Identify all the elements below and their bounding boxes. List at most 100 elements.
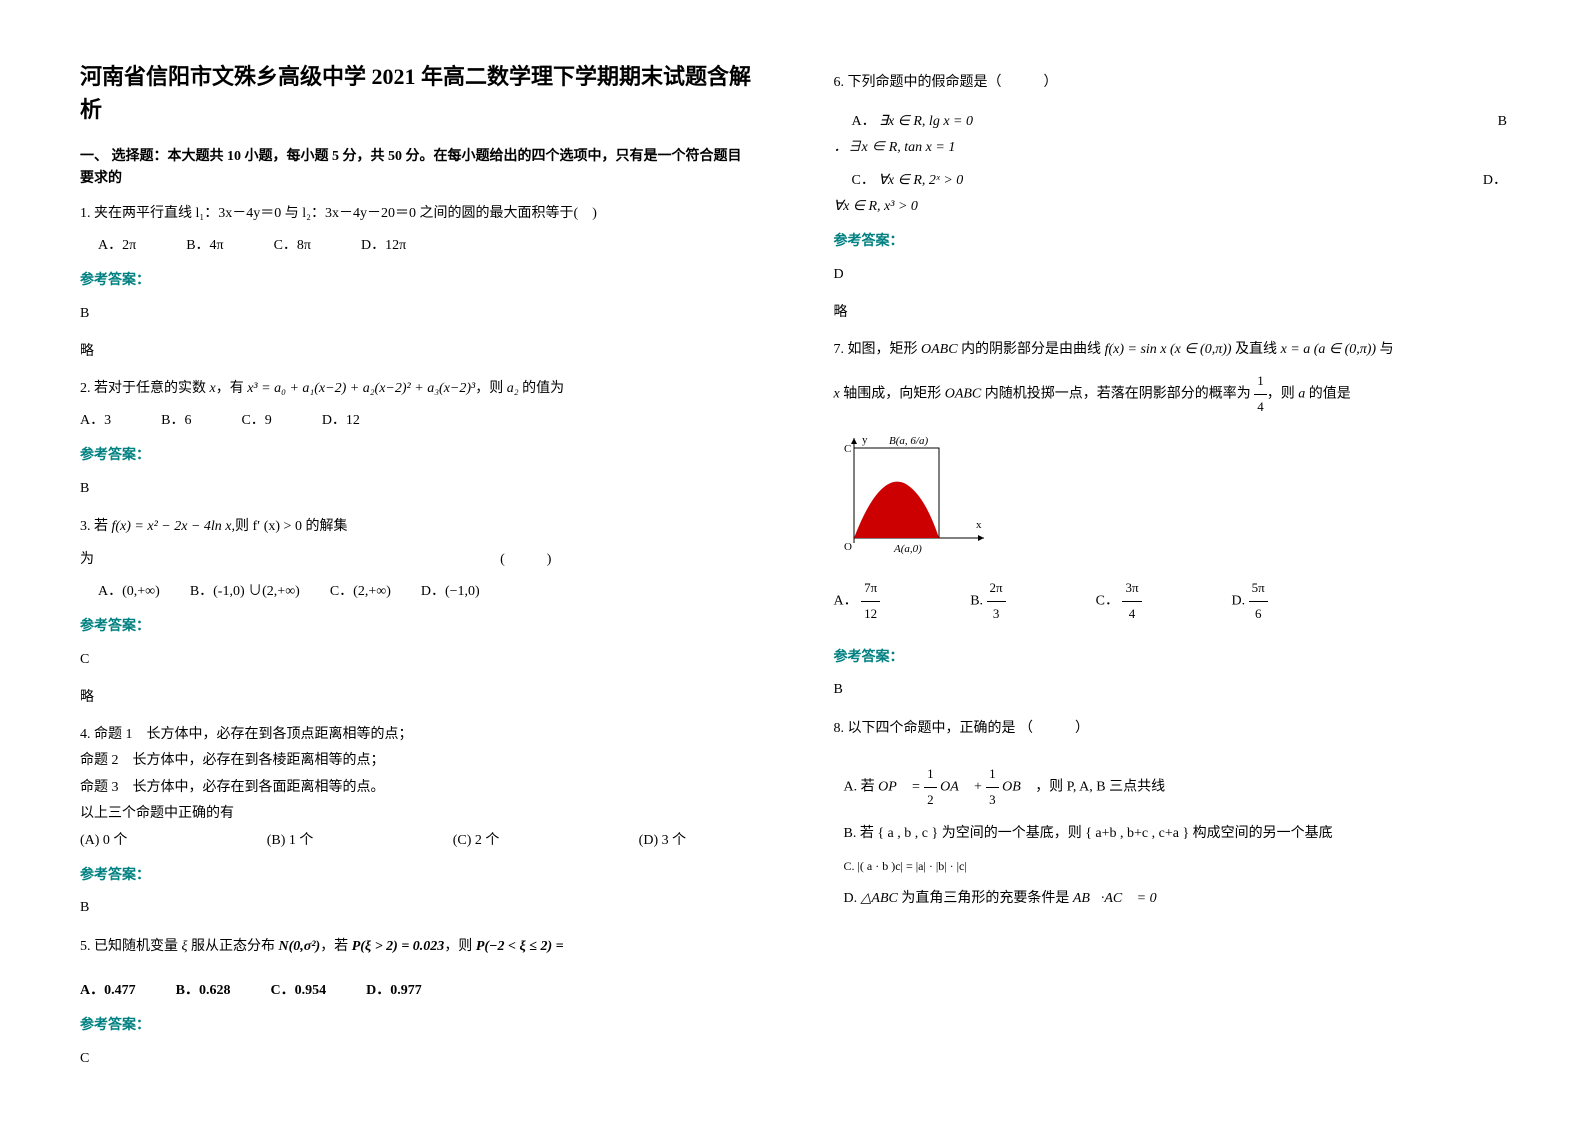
q8-optA-mid1: OA⃗ + [940, 780, 986, 795]
q7-line: x = a (a ∈ (0,π)) [1281, 342, 1377, 357]
q7-optD-num: 5π [1249, 576, 1268, 602]
q3-optD: D．(−1,0) [421, 579, 480, 606]
q1-optB: B．4π [186, 233, 223, 260]
q7-optC-frac: 3π4 [1122, 576, 1141, 626]
q7-mid2: 及直线 [1232, 342, 1281, 357]
sine-area-diagram-icon: O C y x B(a, 6/a) A(a,0) [834, 428, 994, 558]
q7-optC-pre: C． [1096, 594, 1119, 609]
q4-optA: (A) 0 个 [80, 828, 127, 855]
q7-optB: B. 2π3 [970, 576, 1005, 626]
q5-answer: C [80, 1046, 754, 1073]
question-2: 2. 若对于任意的实数 x，有 x³ = a₀ + a₁(x−2) + a₂(x… [80, 376, 754, 502]
question-1: 1. 夹在两平行直线 l₁：3x－4y＝0 与 l₂：3x－4y－20＝0 之间… [80, 201, 754, 366]
q5-cond: P(ξ > 2) = 0.023 [352, 939, 445, 954]
q8-optD-tri: △ABC [861, 891, 898, 906]
q1-options: A．2π B．4π C．8π D．12π [80, 233, 754, 260]
q7-optD-frac: 5π6 [1249, 576, 1268, 626]
question-4: 4. 命题 1 长方体中，必存在到各顶点距离相等的点； 命题 2 长方体中，必存… [80, 722, 754, 922]
q6-optB-wrap: ．∃x ∈ R, tan x = 1 [834, 135, 1508, 162]
question-5: 5. 已知随机变量 ξ 服从正态分布 N(0,σ²)，若 P(ξ > 2) = … [80, 934, 754, 1072]
q6-optA-row: A． ∃x ∈ R, lg x = 0 B [834, 109, 1508, 136]
q8-optA-mid2: OB⃗ [1002, 780, 1032, 795]
diagram-O-label: O [844, 541, 852, 553]
q2-text: 2. 若对于任意的实数 x，有 x³ = a₀ + a₁(x−2) + a₂(x… [80, 376, 754, 403]
diagram-C-label: C [844, 443, 851, 455]
question-8: 8. 以下四个命题中，正确的是 （ ） A. 若 OP⃗ = 12 OA⃗ + … [834, 716, 1508, 913]
q1-text: 1. 夹在两平行直线 l₁：3x－4y＝0 与 l₂：3x－4y－20＝0 之间… [80, 201, 754, 228]
q7-optA-num: 7π [861, 576, 880, 602]
q7-t2rect: OABC [945, 387, 982, 402]
q4-answer: B [80, 895, 754, 922]
q4-answer-label: 参考答案： [80, 863, 754, 890]
q1-note: 略 [80, 339, 754, 366]
q5-mid2: ，若 [320, 939, 352, 954]
q7-diagram: O C y x B(a, 6/a) A(a,0) [834, 428, 1508, 569]
q7-curve: f(x) = sin x (x ∈ (0,π)) [1105, 342, 1232, 357]
q3-optB: B．(-1,0) ∪(2,+∞) [190, 579, 300, 606]
q2-answer: B [80, 476, 754, 503]
q4-p2: 命题 2 长方体中，必存在到各棱距离相等的点； [80, 748, 754, 775]
q5-optB: B．0.628 [176, 978, 231, 1005]
q5-target: P(−2 < ξ ≤ 2) = [476, 939, 564, 954]
q7-t2mid1: 轴围成，向矩形 [840, 387, 945, 402]
q7-pre: 7. 如图，矩形 [834, 342, 922, 357]
q8-optA-lhs: OP⃗ = [878, 780, 924, 795]
q6-optD-wrap: ∀x ∈ R, x³ > 0 [834, 194, 1508, 221]
q5-mid3: ，则 [444, 939, 476, 954]
q7-t2mid3: ，则 [1267, 387, 1299, 402]
q7-prob-frac: 14 [1254, 369, 1267, 419]
q2-options: A．3 B．6 C．9 D．12 [80, 408, 754, 435]
q8-optA-pre: A. 若 [844, 780, 879, 795]
q6-optA: ∃x ∈ R, lg x = 0 [879, 114, 973, 129]
q7-optB-num: 2π [987, 576, 1006, 602]
q3-answer-label: 参考答案： [80, 614, 754, 641]
q6-optA-pre: A． [852, 114, 876, 129]
q1-answer-label: 参考答案： [80, 268, 754, 295]
q1-optC: C．8π [274, 233, 311, 260]
page-container: 河南省信阳市文殊乡高级中学 2021 年高二数学理下学期期末试题含解析 一、 选… [80, 60, 1507, 1084]
question-6: 6. 下列命题中的假命题是（ ） A． ∃x ∈ R, lg x = 0 B ．… [834, 70, 1508, 327]
q5-text: 5. 已知随机变量 ξ 服从正态分布 N(0,σ²)，若 P(ξ > 2) = … [80, 934, 754, 961]
q2-optC: C．9 [241, 408, 271, 435]
document-title: 河南省信阳市文殊乡高级中学 2021 年高二数学理下学期期末试题含解析 [80, 60, 754, 126]
q3-line2: 为 ( ) [80, 547, 551, 574]
q4-options: (A) 0 个 (B) 1 个 (C) 2 个 (D) 3 个 [80, 828, 686, 855]
q6-optC-row: C． ∀x ∈ R, 2ˣ > 0 D． [834, 168, 1508, 195]
q3-line1: 3. 若 f(x) = x² − 2x − 4ln x,则 f′ (x) > 0… [80, 514, 754, 541]
q2-optD: D．12 [322, 408, 360, 435]
diagram-A-label: A(a,0) [893, 543, 922, 555]
q6-answer-label: 参考答案： [834, 229, 1508, 256]
q8-optB: B. 若 { a , b , c } 为空间的一个基底，则 { a+b , b+… [844, 821, 1508, 848]
q6-optC-pre: C． [852, 173, 875, 188]
q7-optC-den: 4 [1122, 602, 1141, 627]
q7-optB-pre: B. [970, 594, 983, 609]
q8-optD-pre: D. [844, 891, 861, 906]
q8-optA-f2: 13 [986, 762, 999, 812]
q7-optB-frac: 2π3 [987, 576, 1006, 626]
q3-text2: 为 [80, 547, 94, 574]
q8-optD-mid: 为直角三角形的充要条件是 [901, 891, 1073, 906]
q8-optD: D. △ABC 为直角三角形的充要条件是 AB⃗·AC⃗ = 0 [844, 886, 1508, 913]
q7-mid1: 内的阴影部分是由曲线 [958, 342, 1105, 357]
q5-optC: C．0.954 [270, 978, 326, 1005]
q4-optC: (C) 2 个 [453, 828, 500, 855]
q2-post: ，则 [475, 381, 507, 396]
q4-p4: 以上三个命题中正确的有 [80, 801, 754, 828]
q2-answer-label: 参考答案： [80, 443, 754, 470]
q5-pre: 5. 已知随机变量 [80, 939, 182, 954]
q3-pre: 3. 若 [80, 519, 112, 534]
q8-optA-f2d: 3 [986, 788, 999, 813]
q7-prob-num: 1 [1254, 369, 1267, 395]
q7-optA-den: 12 [861, 602, 880, 627]
diagram-B-label: B(a, 6/a) [889, 435, 928, 447]
q2-optB: B．6 [161, 408, 191, 435]
q3-optA: A．(0,+∞) [98, 579, 160, 606]
q6-optD: ∀x ∈ R, x³ > 0 [834, 199, 918, 214]
diagram-x-label: x [976, 519, 982, 531]
q8-text: 8. 以下四个命题中，正确的是 （ ） [834, 716, 1508, 743]
q8-optA-f1: 12 [924, 762, 937, 812]
q6-optC-wrap: C． ∀x ∈ R, 2ˣ > 0 [852, 168, 964, 195]
q2-pre: 2. 若对于任意的实数 [80, 381, 210, 396]
q7-optD-den: 6 [1249, 602, 1268, 627]
q8-optA-post: ，则 P, A, B 三点共线 [1035, 780, 1165, 795]
